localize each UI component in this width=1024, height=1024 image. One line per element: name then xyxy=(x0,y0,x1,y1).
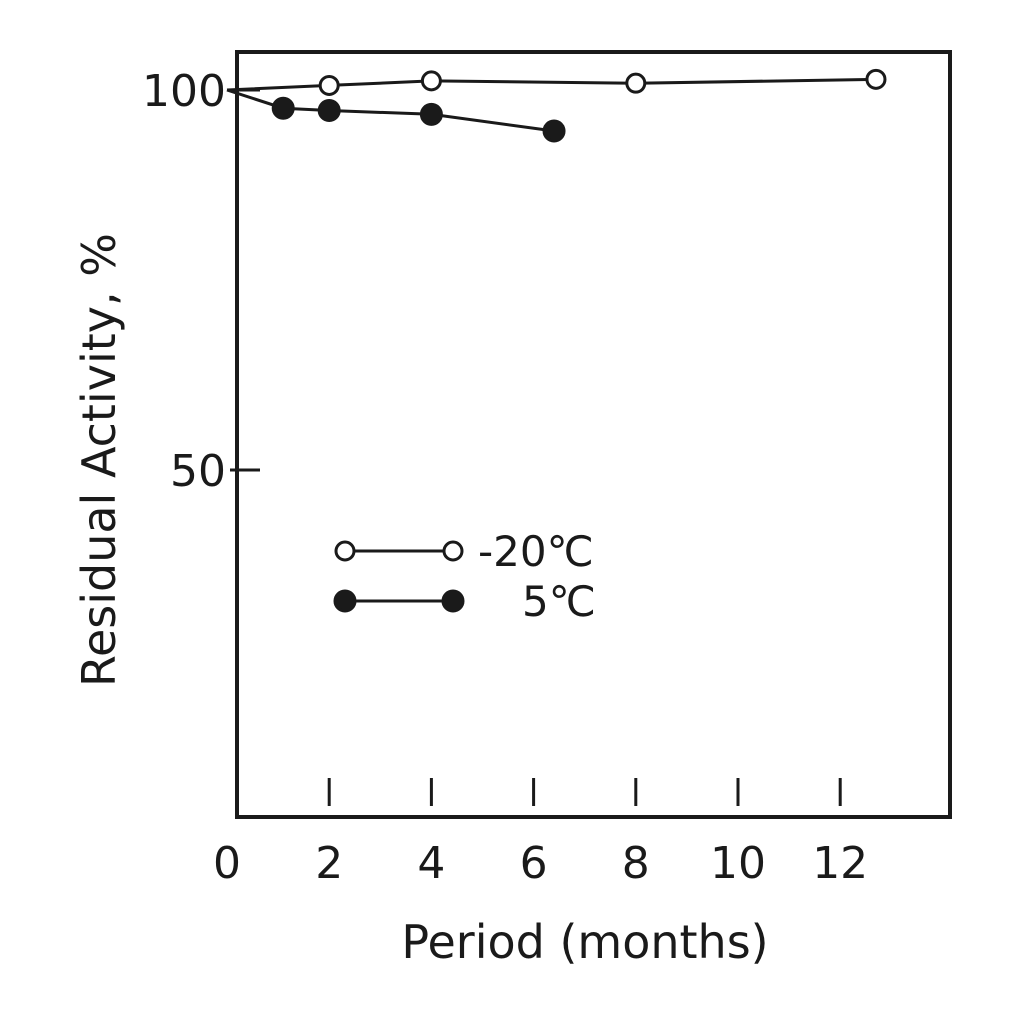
x-tick-label-0: 0 xyxy=(213,838,241,889)
x-tick-label-2: 2 xyxy=(315,838,343,889)
data-point-s1-1 xyxy=(271,96,295,120)
axis-ticks: 0 2 4 6 8 10 12 50 100 xyxy=(142,66,868,889)
data-point-s0-2 xyxy=(420,70,442,92)
plot-frame xyxy=(235,50,952,819)
x-tick-label-12: 12 xyxy=(812,838,868,889)
y-tick-label-100: 100 xyxy=(142,66,226,117)
legend-marker-1-1 xyxy=(441,589,465,613)
y-axis-title: Residual Activity, % xyxy=(72,233,126,687)
legend-label-1: 5℃ xyxy=(522,577,596,626)
data-point-s0-1 xyxy=(318,74,340,96)
x-tick-label-6: 6 xyxy=(520,838,548,889)
legend-marker-0-1 xyxy=(442,540,464,562)
data-point-s0-3 xyxy=(625,72,647,94)
x-tick-label-10: 10 xyxy=(710,838,766,889)
data-point-s1-3 xyxy=(419,102,443,126)
data-point-s0-4 xyxy=(865,68,887,90)
y-tick-label-50: 50 xyxy=(170,446,226,497)
data-point-s1-4 xyxy=(542,119,566,143)
data-point-s1-2 xyxy=(317,99,341,123)
legend-label-0: -20℃ xyxy=(478,527,594,576)
legend-marker-1-0 xyxy=(333,589,357,613)
x-axis-title: Period (months) xyxy=(401,915,768,969)
x-tick-label-4: 4 xyxy=(417,838,445,889)
x-tick-label-8: 8 xyxy=(622,838,650,889)
legend-marker-0-0 xyxy=(334,540,356,562)
series-points xyxy=(271,68,887,143)
legend: -20℃5℃ xyxy=(333,527,596,626)
